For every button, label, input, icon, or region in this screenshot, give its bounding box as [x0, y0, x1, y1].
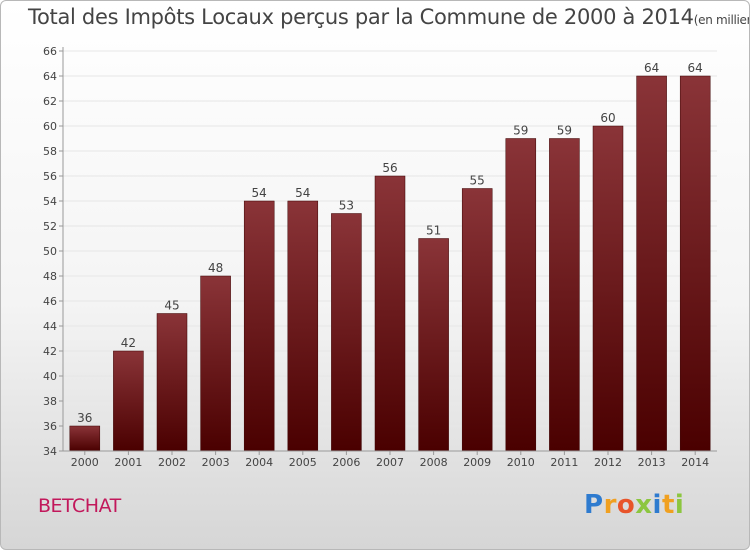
data-label: 42 [121, 336, 136, 350]
data-label: 36 [77, 411, 92, 425]
x-tick-label: 2006 [332, 456, 360, 469]
bar [461, 188, 493, 452]
data-label: 51 [426, 224, 441, 238]
y-tick-label: 54 [43, 195, 57, 208]
bar [200, 275, 231, 452]
y-tick-label: 38 [43, 395, 57, 408]
x-tick-label: 2002 [158, 456, 186, 469]
y-tick-label: 40 [43, 370, 57, 383]
data-label: 48 [208, 261, 223, 275]
data-label: 54 [252, 186, 267, 200]
bar [549, 138, 580, 452]
y-tick-label: 64 [43, 70, 57, 83]
logo-letter: i [674, 490, 685, 520]
bar [592, 125, 624, 452]
data-labels: 36 42 45 48 54 54 53 56 51 55 59 59 60 64 64 [77, 61, 703, 425]
chart-title-text: Total des Impôts Locaux perçus par la Co… [28, 5, 694, 29]
proxiti-logo: Proxiti [584, 490, 684, 520]
data-label: 60 [600, 111, 615, 125]
bar [679, 75, 711, 452]
x-tick-label: 2004 [245, 456, 273, 469]
axes [62, 47, 717, 452]
commune-name: BETCHAT [38, 495, 121, 517]
x-tick-label: 2010 [507, 456, 535, 469]
x-tick-label: 2005 [289, 456, 317, 469]
x-tick-label: 2011 [550, 456, 578, 469]
bar [374, 175, 406, 452]
y-tick-label: 44 [43, 320, 57, 333]
y-tick-label: 46 [43, 295, 57, 308]
logo-letter: t [661, 490, 675, 520]
y-tick-label: 60 [43, 120, 57, 133]
x-tick-label: 2007 [376, 456, 404, 469]
logo-letter: o [616, 490, 636, 520]
data-label: 64 [644, 61, 659, 75]
bar [156, 313, 188, 452]
x-tick-label: 2008 [420, 456, 448, 469]
bars [69, 75, 711, 452]
bar [113, 350, 144, 452]
y-tick-label: 62 [43, 95, 57, 108]
y-tick-label: 34 [43, 445, 57, 458]
logo-letter: P [584, 490, 604, 520]
data-label: 53 [339, 199, 354, 213]
chart-unit-label: (en milliers d'€) [693, 13, 749, 27]
bar [287, 200, 319, 452]
bar [505, 138, 537, 452]
data-label: 55 [470, 174, 485, 188]
y-tick-label: 50 [43, 245, 57, 258]
data-label: 56 [382, 161, 397, 175]
y-tick-label: 66 [43, 45, 57, 58]
y-tick-label: 48 [43, 270, 57, 283]
x-tick-label: 2013 [638, 456, 666, 469]
y-axis-ticks: 34 36 38 40 42 44 46 48 50 52 54 56 58 60 62 64 66 [43, 45, 63, 458]
logo-letter: i [652, 490, 662, 520]
bar [418, 238, 449, 452]
bar [69, 425, 101, 452]
x-axis-ticks: 2000 2001 2002 2003 2004 2005 2006 2007 2008 2009… [71, 451, 709, 469]
y-tick-label: 42 [43, 345, 57, 358]
data-label: 59 [513, 124, 528, 138]
y-tick-label: 56 [43, 170, 57, 183]
chart-title: Total des Impôts Locaux perçus par la Co… [28, 5, 749, 29]
x-tick-label: 2003 [202, 456, 230, 469]
bar [243, 200, 275, 452]
data-label: 54 [295, 186, 310, 200]
data-label: 59 [557, 124, 572, 138]
y-tick-label: 58 [43, 145, 57, 158]
y-tick-label: 52 [43, 220, 57, 233]
bar [331, 213, 362, 452]
x-tick-label: 2009 [463, 456, 491, 469]
data-label: 45 [164, 299, 179, 313]
x-tick-label: 2000 [71, 456, 99, 469]
x-tick-label: 2001 [114, 456, 142, 469]
x-tick-label: 2012 [594, 456, 622, 469]
logo-letter: x [635, 490, 653, 520]
y-tick-label: 36 [43, 420, 57, 433]
logo-letter: r [603, 490, 617, 520]
bar [636, 75, 667, 452]
data-label: 64 [688, 61, 703, 75]
x-tick-label: 2014 [681, 456, 709, 469]
